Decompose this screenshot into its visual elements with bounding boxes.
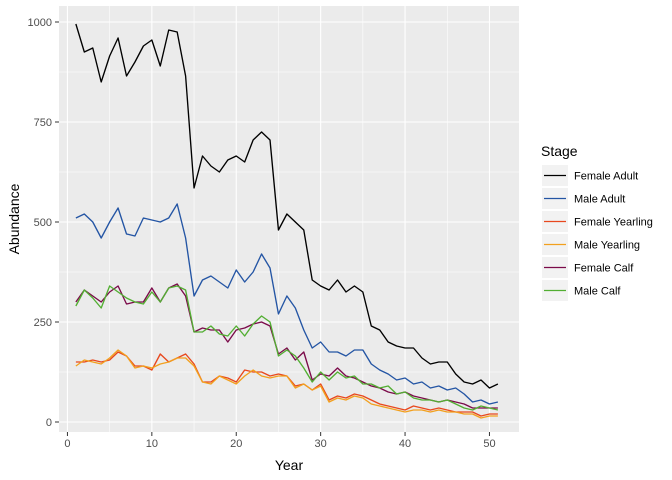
y-axis: 0 250 500 750 1000: [28, 17, 59, 429]
y-axis-title: Abundance: [6, 183, 22, 254]
major-gridlines: [59, 6, 519, 432]
legend-label: Male Calf: [574, 286, 621, 298]
legend-title: Stage: [541, 143, 578, 159]
legend: Stage Female Adult Male Adult Female Yearl…: [541, 143, 653, 302]
y-tick-label: 750: [34, 117, 52, 129]
x-axis-title: Year: [275, 457, 304, 473]
plot-panel: [59, 6, 519, 432]
x-tick-label: 30: [315, 438, 327, 450]
legend-items: Female Adult Male Adult Female Yearling Mal…: [541, 164, 653, 302]
y-tick-label: 0: [46, 417, 52, 429]
y-tick-label: 250: [34, 317, 52, 329]
y-tick-label: 500: [34, 217, 52, 229]
x-tick-label: 10: [146, 438, 158, 450]
legend-label: Male Adult: [574, 194, 625, 206]
x-tick-label: 50: [483, 438, 495, 450]
x-tick-label: 40: [399, 438, 411, 450]
series-line-male-adult: [75, 203, 499, 405]
minor-gridlines: [59, 6, 519, 432]
legend-label: Male Yearling: [574, 240, 640, 252]
x-axis: 0 10 20 30 40 50: [64, 432, 496, 450]
series-line-female-adult: [75, 23, 499, 389]
series-line-male-yearling: [75, 349, 498, 419]
series-line-male-calf: [75, 285, 499, 411]
y-tick-label: 1000: [28, 17, 52, 29]
x-tick-label: 0: [64, 438, 70, 450]
series-lines: [75, 23, 499, 419]
x-tick-label: 20: [230, 438, 242, 450]
legend-label: Female Yearling: [574, 217, 653, 229]
legend-label: Female Calf: [574, 263, 634, 275]
legend-label: Female Adult: [574, 171, 638, 183]
